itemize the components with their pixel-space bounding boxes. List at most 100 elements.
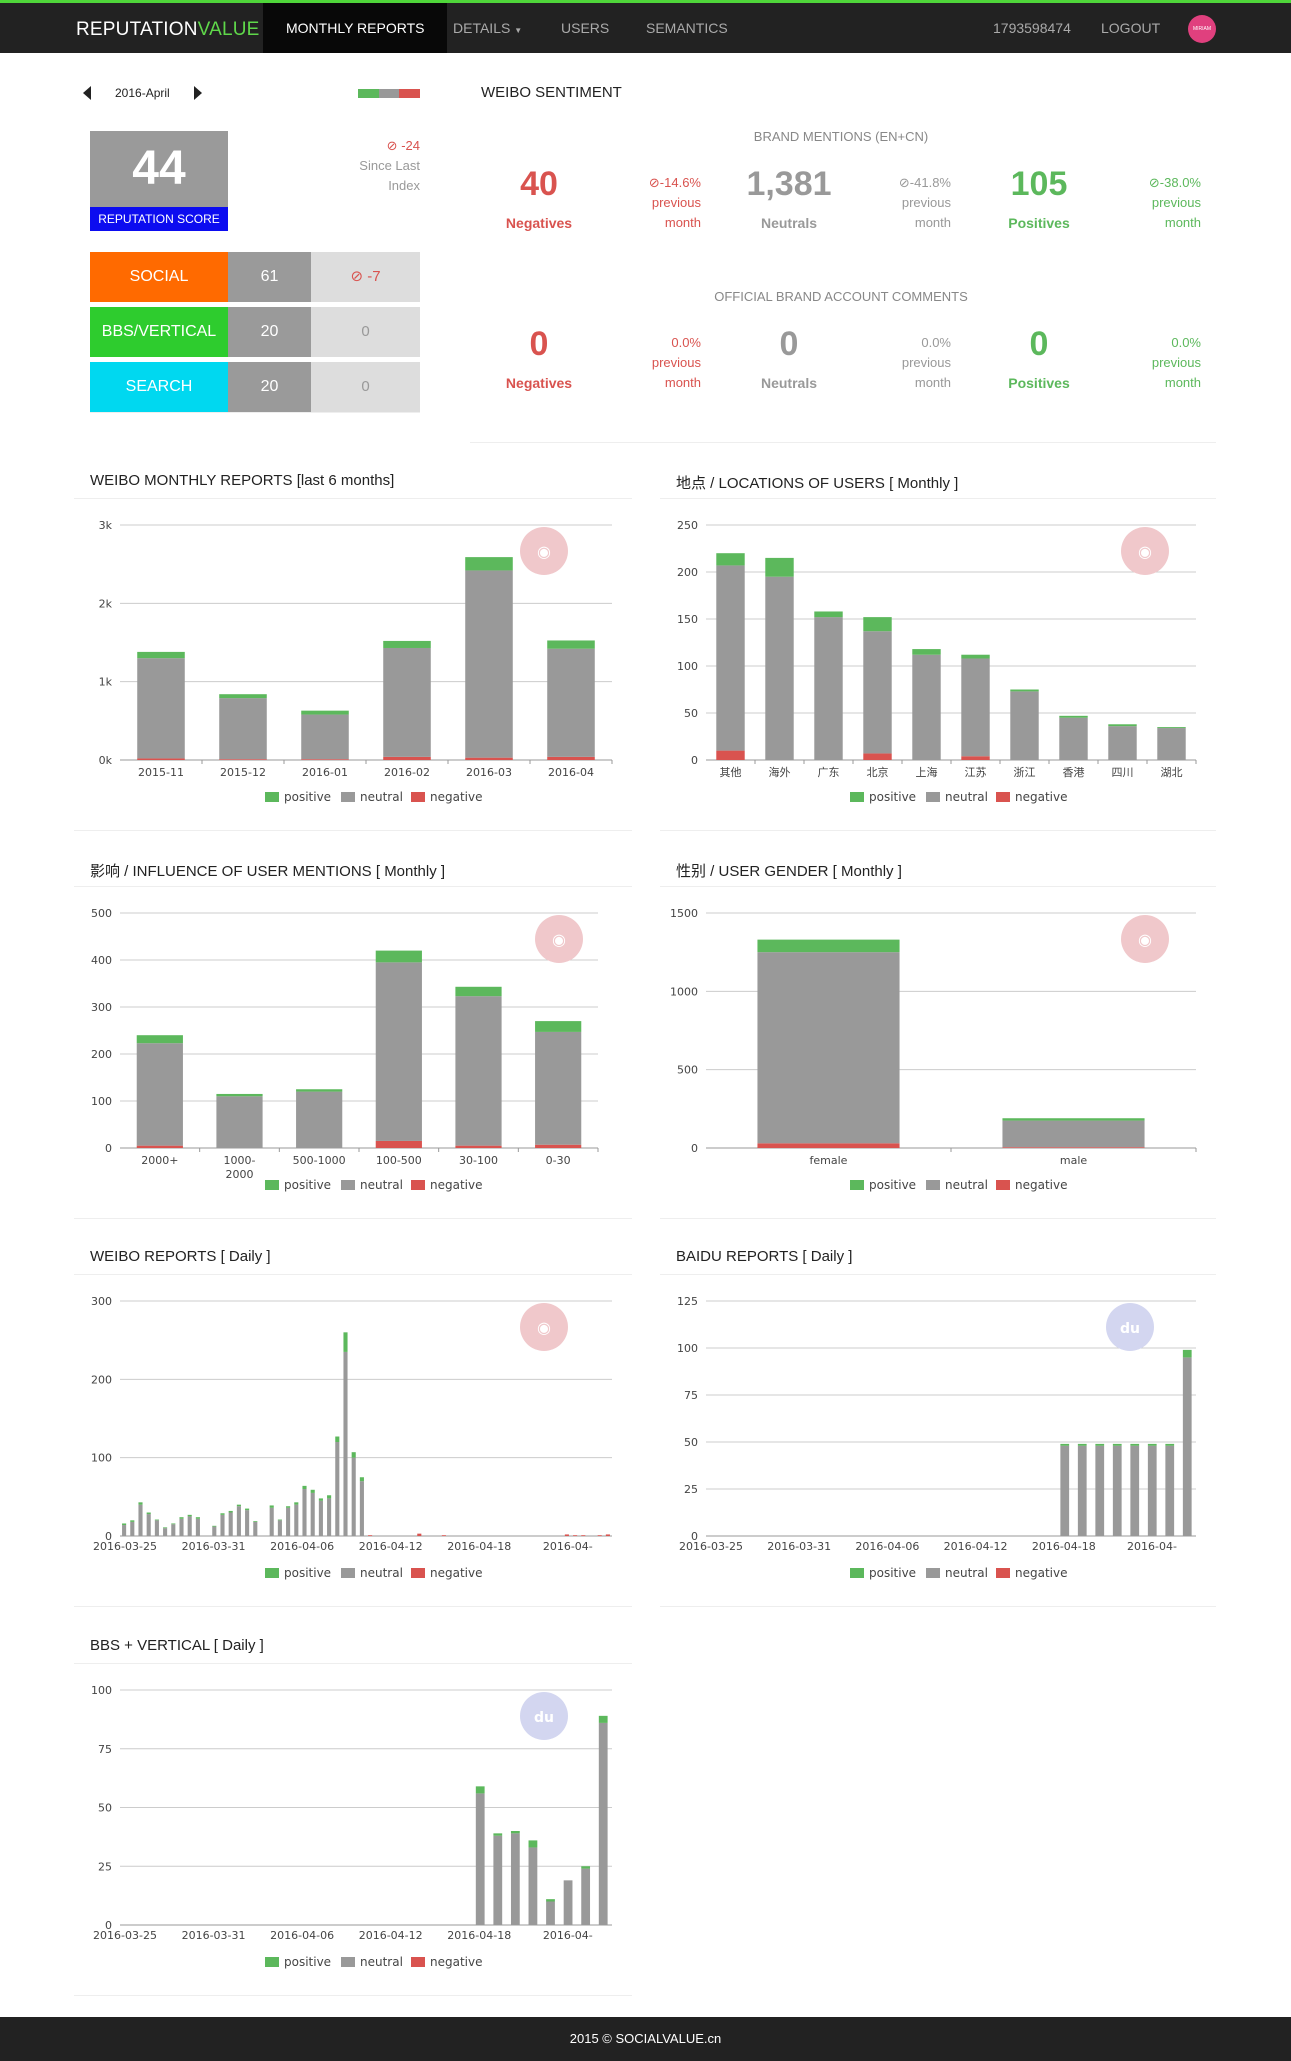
chart-locations: 0 50 100 150 200 250 ◉ 其他 海外 广东 北京 上海 江苏 浙江 香港 四川 湖北 posi…: [677, 519, 1197, 804]
chart-influence: 0 100 200 300 400 500 ◉ 2000+ 1000-2000 500-1000 1…: [91, 907, 599, 1192]
legend-swatch-neutral: [926, 1568, 940, 1578]
chart-legend: positive neutral negative: [850, 1178, 1067, 1192]
weibo-icon: ◉: [1121, 915, 1169, 963]
bar-positive: [236, 1504, 241, 1507]
top-navbar: REPUTATIONVALUE MONTHLY REPORTS DETAILS …: [0, 0, 1291, 53]
official-neutrals-label: Neutrals: [760, 375, 818, 391]
bar-positive: [154, 1519, 159, 1521]
prev-month-icon[interactable]: [83, 86, 91, 100]
bar-positive: [253, 1521, 258, 1522]
x-tick-label: 2015-12: [220, 766, 266, 779]
bar-positive: [146, 1512, 151, 1515]
bar-negative: [137, 758, 185, 760]
x-tick-label: 浙江: [1014, 766, 1036, 779]
brand-neutrals-value: 1,381: [746, 165, 832, 203]
bar-neutral: [1060, 1445, 1070, 1536]
bar-neutral: [301, 714, 349, 760]
bar-neutral: [220, 1514, 225, 1536]
bar-neutral: [863, 631, 892, 754]
bar-neutral: [1147, 1445, 1157, 1536]
x-tick-label: 2016-04-: [543, 1540, 593, 1553]
y-tick-label: 0: [105, 1142, 112, 1155]
panel-title-locations: 地点 / LOCATIONS OF USERS [ Monthly ]: [676, 475, 959, 492]
x-tick-label: 2015-11: [138, 766, 184, 779]
nav-semantics[interactable]: SEMANTICS: [646, 20, 728, 36]
nav-details[interactable]: DETAILS ▼: [453, 20, 523, 36]
logout-link[interactable]: LOGOUT: [1101, 20, 1161, 36]
legend-label-positive: positive: [284, 1566, 331, 1580]
svg-text:◉: ◉: [537, 542, 551, 561]
x-tick-label: 2000: [226, 1168, 254, 1181]
nav-users[interactable]: USERS: [561, 20, 610, 36]
score-change: ⊘ -24 Since Last Index: [359, 138, 420, 193]
panel-title-weibo-daily: WEIBO REPORTS [ Daily ]: [90, 1248, 271, 1265]
nav-monthly-reports[interactable]: MONTHLY REPORTS: [263, 3, 448, 53]
bar-neutral: [1108, 726, 1137, 760]
chart-legend: positive neutral negative: [850, 1566, 1067, 1580]
x-tick-label: 1000-: [224, 1154, 256, 1167]
bar-negative: [441, 1535, 446, 1536]
bar-positive: [510, 1831, 520, 1834]
svg-text:◉: ◉: [1138, 542, 1152, 561]
bar-positive: [179, 1517, 184, 1519]
bar-neutral: [757, 952, 900, 1144]
bar-positive: [383, 640, 431, 648]
bar-neutral: [581, 1868, 591, 1925]
x-tick-label: 2016-04: [548, 766, 594, 779]
divider: [74, 830, 632, 831]
sentiment-mini-bar: [358, 89, 421, 98]
y-tick-label: 300: [91, 1295, 112, 1308]
legend-label-negative: negative: [1015, 790, 1067, 804]
x-tick-label: 2016-04-18: [447, 1929, 511, 1942]
y-tick-label: 100: [91, 1095, 112, 1108]
bar-negative: [581, 1535, 586, 1536]
bar-neutral: [510, 1833, 520, 1925]
brand-negatives-delta: ⊘-14.6% previous month: [648, 175, 701, 230]
legend-swatch-positive: [265, 1957, 279, 1967]
bar-positive: [269, 1505, 274, 1508]
bar-negative: [301, 759, 349, 760]
next-month-icon[interactable]: [194, 86, 202, 100]
x-tick-label: male: [1060, 1154, 1088, 1167]
divider: [74, 886, 632, 887]
y-tick-label: 25: [98, 1860, 112, 1873]
brand-logo[interactable]: REPUTATIONVALUE: [76, 19, 260, 40]
weibo-icon: ◉: [520, 1303, 568, 1351]
down-circle-icon: ⊘: [350, 268, 364, 285]
bar-neutral: [146, 1514, 151, 1536]
bar-neutral: [546, 1901, 555, 1925]
svg-text:du: du: [1120, 1321, 1140, 1337]
bar-positive: [286, 1506, 291, 1508]
bar-positive: [245, 1508, 250, 1511]
x-tick-label: 2016-03-31: [767, 1540, 831, 1553]
bar-positive: [359, 1477, 364, 1482]
x-tick-label: 2016-03-31: [182, 1540, 246, 1553]
official-neutrals-value: 0: [779, 325, 799, 363]
legend-label-positive: positive: [869, 1178, 916, 1192]
x-tick-label: 2016-04-12: [359, 1540, 423, 1553]
channel-bbs-vertical: BBS/VERTICAL 20 0: [90, 307, 420, 357]
avatar[interactable]: MIRIAM: [1188, 15, 1216, 43]
bar-neutral: [563, 1880, 573, 1925]
bar-positive: [212, 1525, 217, 1527]
bar-neutral: [179, 1518, 184, 1536]
bar-negative: [1002, 1147, 1145, 1148]
bar-negative: [597, 1535, 602, 1536]
bar-positive: [465, 557, 513, 571]
x-tick-label: 2016-03-25: [679, 1540, 743, 1553]
bar-negative: [455, 1145, 502, 1148]
bar-positive: [716, 553, 745, 566]
y-tick-label: 50: [684, 707, 698, 720]
down-circle-icon: ⊘: [648, 175, 660, 190]
bar-neutral: [245, 1510, 250, 1536]
bar-neutral: [912, 654, 941, 760]
bar-positive: [598, 1715, 608, 1723]
x-tick-label: 上海: [916, 765, 938, 779]
bar-positive: [302, 1485, 307, 1489]
legend-label-positive: positive: [284, 790, 331, 804]
chart-weibo-monthly: 0k 1k 2k 3k ◉ 2015-11 2015-12 2016-01 2016-02 201…: [99, 519, 613, 804]
legend-swatch-neutral: [341, 1180, 355, 1190]
x-tick-label: 2016-03-31: [182, 1929, 246, 1942]
bar-neutral: [216, 1096, 263, 1148]
panel-title-baidu-daily: BAIDU REPORTS [ Daily ]: [676, 1248, 853, 1265]
